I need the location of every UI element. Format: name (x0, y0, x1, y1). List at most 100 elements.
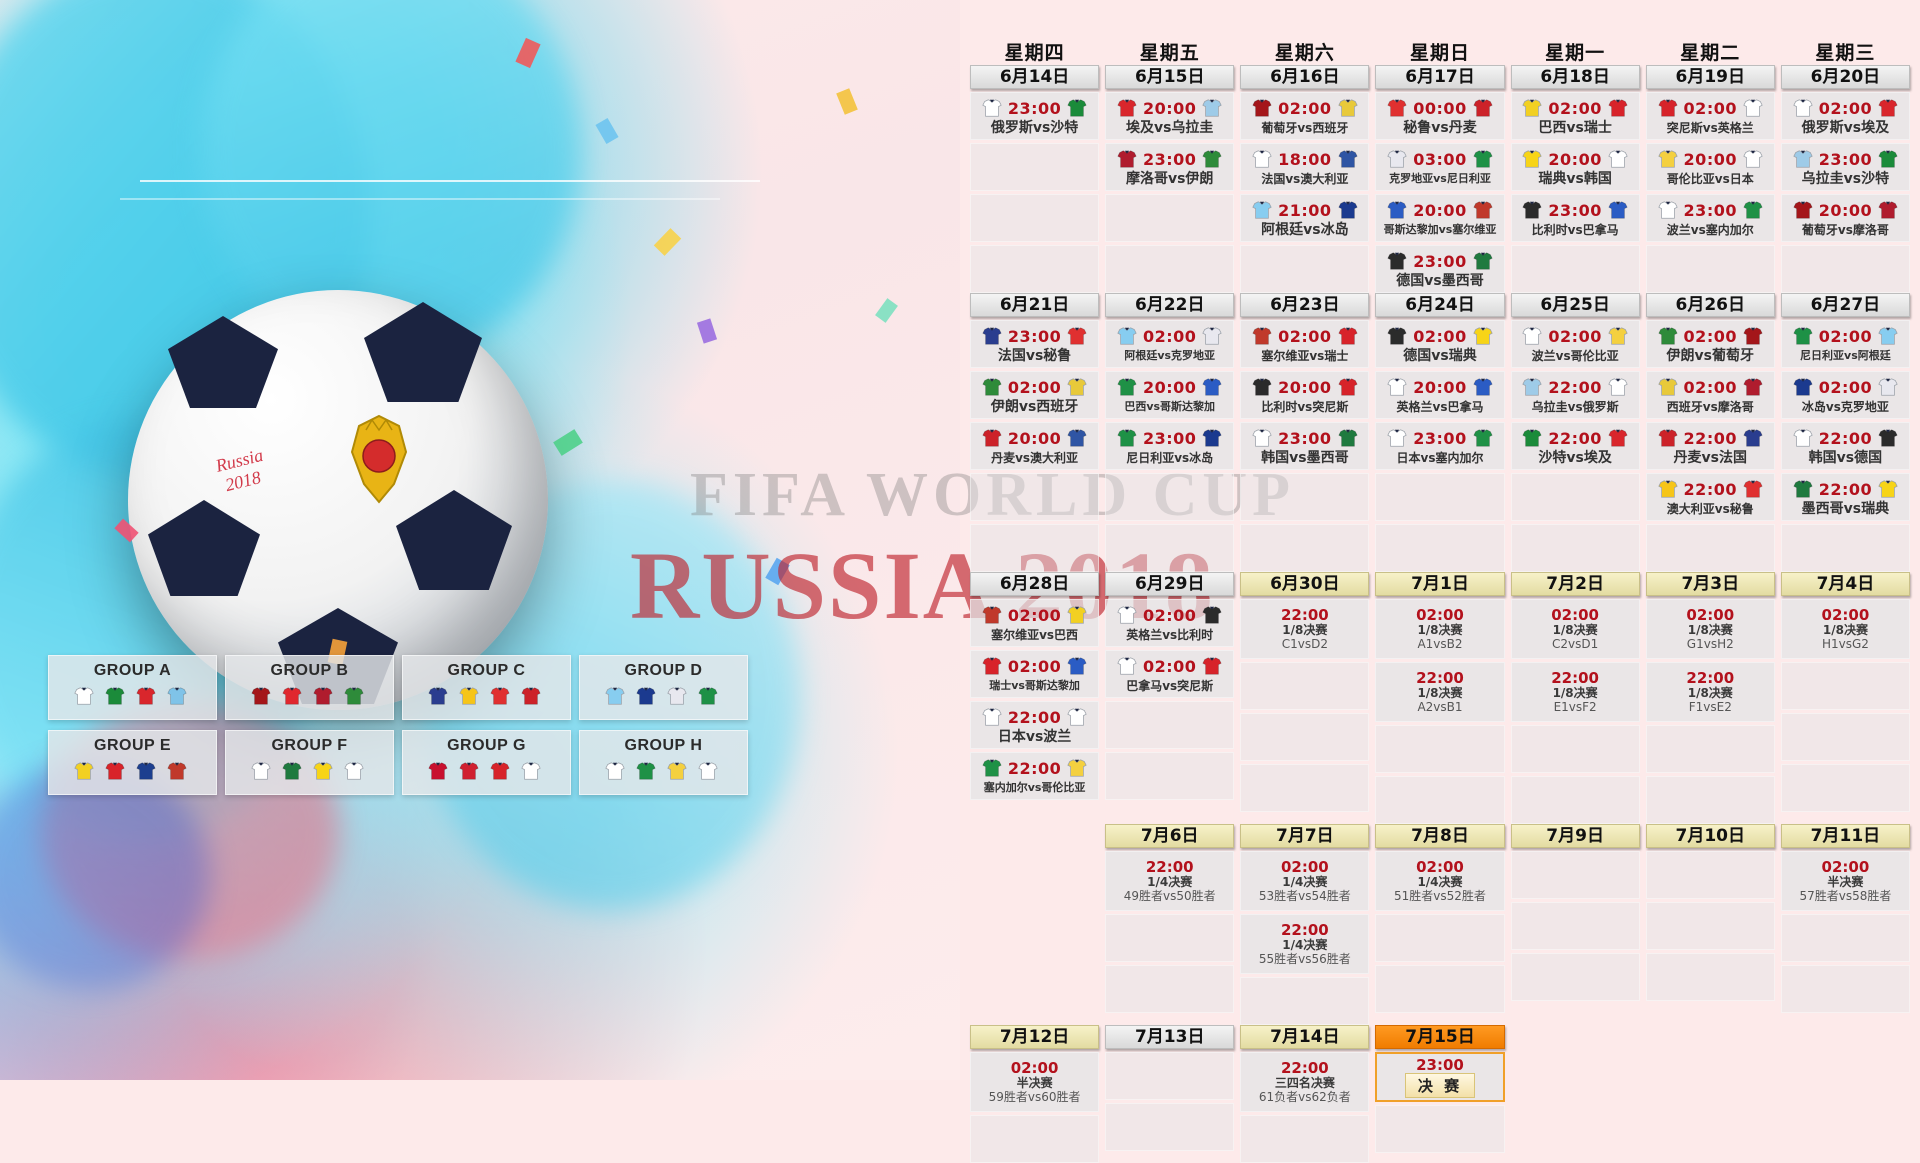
match-cell[interactable]: 22:00 澳大利亚vs秘鲁 (1645, 473, 1775, 521)
knockout-match-cell[interactable]: 22:00 1/4决赛 49胜者vs50胜者 (1105, 851, 1235, 911)
date-header-7月15日[interactable]: 7月15日 (1375, 1025, 1505, 1049)
match-cell[interactable]: 22:00 塞内加尔vs哥伦比亚 (970, 752, 1100, 800)
match-cell[interactable]: 02:00 葡萄牙vs西班牙 (1240, 92, 1370, 140)
date-header-6月21日[interactable]: 6月21日 (970, 293, 1100, 317)
match-cell[interactable]: 20:00 哥伦比亚vs日本 (1645, 143, 1775, 191)
match-cell[interactable]: 20:00 丹麦vs澳大利亚 (970, 422, 1100, 470)
date-header-6月23日[interactable]: 6月23日 (1240, 293, 1370, 317)
match-cell[interactable]: 02:00 英格兰vs比利时 (1105, 599, 1235, 647)
match-cell[interactable]: 02:00 塞尔维亚vs巴西 (970, 599, 1100, 647)
date-header-6月16日[interactable]: 6月16日 (1240, 65, 1370, 89)
match-cell[interactable]: 23:00 尼日利亚vs冰岛 (1105, 422, 1235, 470)
match-cell[interactable]: 02:00 巴西vs瑞士 (1510, 92, 1640, 140)
date-header-7月7日[interactable]: 7月7日 (1240, 824, 1370, 848)
match-cell[interactable]: 23:00 波兰vs塞内加尔 (1645, 194, 1775, 242)
match-cell[interactable]: 02:00 塞尔维亚vs瑞士 (1240, 320, 1370, 368)
match-cell[interactable]: 02:00 巴拿马vs突尼斯 (1105, 650, 1235, 698)
date-header-6月25日[interactable]: 6月25日 (1510, 293, 1640, 317)
match-cell[interactable]: 23:00 摩洛哥vs伊朗 (1105, 143, 1235, 191)
date-header-7月12日[interactable]: 7月12日 (970, 1025, 1100, 1049)
match-cell[interactable]: 02:00 伊朗vs葡萄牙 (1645, 320, 1775, 368)
match-cell[interactable]: 02:00 伊朗vs西班牙 (970, 371, 1100, 419)
group-card-group-h[interactable]: GROUP H (579, 730, 748, 795)
group-card-group-b[interactable]: GROUP B (225, 655, 394, 720)
match-cell[interactable]: 03:00 克罗地亚vs尼日利亚 (1375, 143, 1505, 191)
match-cell[interactable]: 22:00 墨西哥vs瑞典 (1780, 473, 1910, 521)
knockout-match-cell[interactable]: 02:00 1/8决赛 G1vsH2 (1645, 599, 1775, 659)
match-cell[interactable]: 02:00 冰岛vs克罗地亚 (1780, 371, 1910, 419)
match-cell[interactable]: 20:00 埃及vs乌拉圭 (1105, 92, 1235, 140)
knockout-match-cell[interactable]: 22:00 1/8决赛 E1vsF2 (1510, 662, 1640, 722)
match-cell[interactable]: 18:00 法国vs澳大利亚 (1240, 143, 1370, 191)
match-cell[interactable]: 23:00 德国vs墨西哥 (1375, 245, 1505, 293)
match-cell[interactable]: 20:00 巴西vs哥斯达黎加 (1105, 371, 1235, 419)
date-header-6月28日[interactable]: 6月28日 (970, 572, 1100, 596)
knockout-match-cell[interactable]: 02:00 1/8决赛 H1vsG2 (1780, 599, 1910, 659)
knockout-match-cell[interactable]: 02:00 半决赛 57胜者vs58胜者 (1780, 851, 1910, 911)
date-header-7月10日[interactable]: 7月10日 (1645, 824, 1775, 848)
match-cell[interactable]: 20:00 葡萄牙vs摩洛哥 (1780, 194, 1910, 242)
group-card-group-g[interactable]: GROUP G (402, 730, 571, 795)
match-cell[interactable]: 23:00 乌拉圭vs沙特 (1780, 143, 1910, 191)
final-match-cell[interactable]: 23:00 决 赛 (1375, 1052, 1505, 1102)
match-cell[interactable]: 02:00 尼日利亚vs阿根廷 (1780, 320, 1910, 368)
group-card-group-c[interactable]: GROUP C (402, 655, 571, 720)
group-card-group-d[interactable]: GROUP D (579, 655, 748, 720)
knockout-match-cell[interactable]: 22:00 1/4决赛 55胜者vs56胜者 (1240, 914, 1370, 974)
date-header-7月2日[interactable]: 7月2日 (1510, 572, 1640, 596)
match-cell[interactable]: 02:00 西班牙vs摩洛哥 (1645, 371, 1775, 419)
match-cell[interactable]: 02:00 波兰vs哥伦比亚 (1510, 320, 1640, 368)
match-cell[interactable]: 02:00 阿根廷vs克罗地亚 (1105, 320, 1235, 368)
match-cell[interactable]: 22:00 乌拉圭vs俄罗斯 (1510, 371, 1640, 419)
date-header-7月6日[interactable]: 7月6日 (1105, 824, 1235, 848)
date-header-7月13日[interactable]: 7月13日 (1105, 1025, 1235, 1049)
match-cell[interactable]: 23:00 法国vs秘鲁 (970, 320, 1100, 368)
match-cell[interactable]: 02:00 突尼斯vs英格兰 (1645, 92, 1775, 140)
knockout-match-cell[interactable]: 02:00 1/4决赛 51胜者vs52胜者 (1375, 851, 1505, 911)
group-card-group-a[interactable]: GROUP A (48, 655, 217, 720)
knockout-match-cell[interactable]: 02:00 半决赛 59胜者vs60胜者 (970, 1052, 1100, 1112)
match-cell[interactable]: 23:00 比利时vs巴拿马 (1510, 194, 1640, 242)
knockout-match-cell[interactable]: 02:00 1/8决赛 A1vsB2 (1375, 599, 1505, 659)
date-header-7月4日[interactable]: 7月4日 (1780, 572, 1910, 596)
date-header-6月22日[interactable]: 6月22日 (1105, 293, 1235, 317)
date-header-6月19日[interactable]: 6月19日 (1645, 65, 1775, 89)
date-header-7月11日[interactable]: 7月11日 (1780, 824, 1910, 848)
match-cell[interactable]: 00:00 秘鲁vs丹麦 (1375, 92, 1505, 140)
date-header-6月30日[interactable]: 6月30日 (1240, 572, 1370, 596)
date-header-6月18日[interactable]: 6月18日 (1510, 65, 1640, 89)
date-header-6月29日[interactable]: 6月29日 (1105, 572, 1235, 596)
match-cell[interactable]: 22:00 韩国vs德国 (1780, 422, 1910, 470)
match-cell[interactable]: 22:00 沙特vs埃及 (1510, 422, 1640, 470)
knockout-match-cell[interactable]: 22:00 三四名决赛 61负者vs62负者 (1240, 1052, 1370, 1112)
match-cell[interactable]: 20:00 瑞典vs韩国 (1510, 143, 1640, 191)
knockout-match-cell[interactable]: 22:00 1/8决赛 F1vsE2 (1645, 662, 1775, 722)
match-cell[interactable]: 22:00 日本vs波兰 (970, 701, 1100, 749)
match-cell[interactable]: 23:00 韩国vs墨西哥 (1240, 422, 1370, 470)
match-cell[interactable]: 20:00 比利时vs突尼斯 (1240, 371, 1370, 419)
knockout-match-cell[interactable]: 02:00 1/4决赛 53胜者vs54胜者 (1240, 851, 1370, 911)
knockout-match-cell[interactable]: 22:00 1/8决赛 A2vsB1 (1375, 662, 1505, 722)
match-cell[interactable]: 22:00 丹麦vs法国 (1645, 422, 1775, 470)
date-header-7月3日[interactable]: 7月3日 (1645, 572, 1775, 596)
match-cell[interactable]: 20:00 英格兰vs巴拿马 (1375, 371, 1505, 419)
match-cell[interactable]: 02:00 德国vs瑞典 (1375, 320, 1505, 368)
match-cell[interactable]: 23:00 俄罗斯vs沙特 (970, 92, 1100, 140)
date-header-7月1日[interactable]: 7月1日 (1375, 572, 1505, 596)
date-header-7月14日[interactable]: 7月14日 (1240, 1025, 1370, 1049)
date-header-7月8日[interactable]: 7月8日 (1375, 824, 1505, 848)
match-cell[interactable]: 20:00 哥斯达黎加vs塞尔维亚 (1375, 194, 1505, 242)
date-header-6月26日[interactable]: 6月26日 (1645, 293, 1775, 317)
knockout-match-cell[interactable]: 22:00 1/8决赛 C1vsD2 (1240, 599, 1370, 659)
date-header-6月27日[interactable]: 6月27日 (1780, 293, 1910, 317)
date-header-6月17日[interactable]: 6月17日 (1375, 65, 1505, 89)
match-cell[interactable]: 02:00 瑞士vs哥斯达黎加 (970, 650, 1100, 698)
knockout-match-cell[interactable]: 02:00 1/8决赛 C2vsD1 (1510, 599, 1640, 659)
group-card-group-f[interactable]: GROUP F (225, 730, 394, 795)
date-header-7月9日[interactable]: 7月9日 (1510, 824, 1640, 848)
match-cell[interactable]: 21:00 阿根廷vs冰岛 (1240, 194, 1370, 242)
match-cell[interactable]: 02:00 俄罗斯vs埃及 (1780, 92, 1910, 140)
date-header-6月24日[interactable]: 6月24日 (1375, 293, 1505, 317)
date-header-6月20日[interactable]: 6月20日 (1780, 65, 1910, 89)
group-card-group-e[interactable]: GROUP E (48, 730, 217, 795)
